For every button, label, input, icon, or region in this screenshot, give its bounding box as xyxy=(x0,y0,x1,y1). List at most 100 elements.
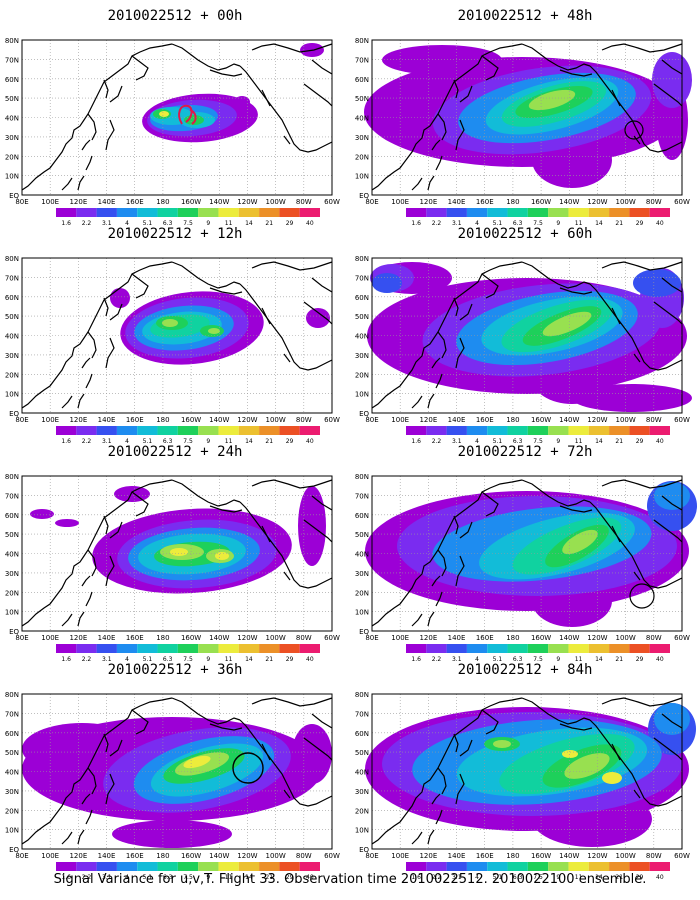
colorbar-swatch xyxy=(116,862,138,871)
graticule xyxy=(372,40,682,195)
colorbar-swatch xyxy=(218,644,239,653)
latitude-label: 20N xyxy=(355,807,369,815)
latitude-label: 60N xyxy=(355,294,369,302)
colorbar-swatch xyxy=(299,426,320,435)
colorbar-swatch xyxy=(406,644,427,653)
colorbar-swatch xyxy=(56,426,77,435)
colorbar-swatch xyxy=(609,862,630,871)
coastline-segment xyxy=(601,479,683,489)
coastline xyxy=(21,43,333,191)
colorbar-swatch xyxy=(238,644,260,653)
longitude-label: 140W xyxy=(209,852,229,860)
coastline-segment xyxy=(435,373,443,389)
colorbar-swatch xyxy=(507,208,528,217)
colorbar-swatch xyxy=(218,426,239,435)
colorbar-swatch xyxy=(507,862,528,871)
coastline-segment xyxy=(61,177,73,191)
colorbar-label: 2.2 xyxy=(82,656,92,663)
colorbar-swatch xyxy=(487,208,508,217)
colorbar-label: 9 xyxy=(206,220,210,227)
variance-contour xyxy=(162,319,178,327)
colorbar-swatch xyxy=(157,862,178,871)
coastline-segment xyxy=(209,287,243,295)
longitude-label: 120W xyxy=(237,198,257,206)
coastline-segment xyxy=(437,549,447,577)
longitude-label: 160W xyxy=(181,416,201,424)
colorbar: 1.6 2.2 3.1 4 5.1 6.3 7.5 9 11 14 21 29 40 xyxy=(406,862,670,881)
coastline-segment xyxy=(521,43,591,71)
variance-contour xyxy=(382,45,502,75)
coastline-segment xyxy=(453,297,459,317)
colorbar-label: 7.5 xyxy=(533,656,543,663)
latitude-label: EQ xyxy=(359,410,369,418)
colorbar-swatch xyxy=(157,426,178,435)
latitude-label: 10N xyxy=(5,391,19,399)
longitude-label: 160W xyxy=(181,852,201,860)
longitude-label: 120E xyxy=(419,634,437,642)
colorbar-swatch xyxy=(466,426,488,435)
colorbar-label: 14 xyxy=(595,656,603,663)
variance-contour xyxy=(114,486,150,502)
colorbar-swatch xyxy=(588,208,610,217)
latitude-label: 60N xyxy=(5,730,19,738)
colorbar-swatch xyxy=(568,644,589,653)
colorbar-label: 1.6 xyxy=(61,874,71,881)
latitude-label: 80N xyxy=(5,691,19,699)
longitude-label: 180 xyxy=(506,198,519,206)
graticule xyxy=(372,694,682,849)
coastline-segment xyxy=(411,831,423,845)
variance-contour xyxy=(292,724,332,784)
colorbar-swatch xyxy=(629,208,650,217)
colorbar-swatch xyxy=(279,644,300,653)
colorbar-label: 7.5 xyxy=(533,874,543,881)
coastline-segment xyxy=(435,809,443,825)
coastline-segment xyxy=(251,697,333,707)
latitude-label: EQ xyxy=(359,192,369,200)
longitude-label: 80W xyxy=(296,634,312,642)
colorbar-swatch xyxy=(177,644,199,653)
coastline-segment xyxy=(431,139,441,151)
latitude-label: 20N xyxy=(355,371,369,379)
latitude-label: 70N xyxy=(355,492,369,500)
colorbar-swatch xyxy=(406,426,427,435)
longitude-label: 140E xyxy=(98,198,116,206)
coastline-segment xyxy=(459,85,473,103)
coastline-segment xyxy=(61,395,73,409)
latitude-label: 70N xyxy=(5,56,19,64)
coastline-segment xyxy=(611,89,621,107)
colorbar-label: 6.3 xyxy=(513,438,523,445)
colorbar-swatch xyxy=(137,426,158,435)
latitude-label: 30N xyxy=(5,570,19,578)
variance-contour xyxy=(110,288,130,308)
latitude-label: 40N xyxy=(5,115,19,123)
coastline-segment xyxy=(311,59,333,75)
coastline-segment xyxy=(455,119,465,151)
variance-contour xyxy=(542,311,592,337)
colorbar-swatch xyxy=(259,644,280,653)
colorbar-label: 29 xyxy=(636,438,644,445)
coastline-segment xyxy=(103,733,109,753)
longitude-label: 80W xyxy=(296,416,312,424)
longitude-label: 160E xyxy=(476,634,494,642)
colorbar-swatch xyxy=(568,426,589,435)
panel-72h: 2010022512 + 72h EQ 10N 20N 30N 40N 50N 60N 70N… xyxy=(350,436,700,663)
colorbar-swatch xyxy=(527,862,549,871)
latitude-label: 30N xyxy=(355,788,369,796)
coastline-segment xyxy=(209,505,243,513)
variance-contour xyxy=(654,482,690,510)
colorbar-swatch xyxy=(56,862,77,871)
latitude-label: 50N xyxy=(5,749,19,757)
coastline-segment xyxy=(653,519,683,543)
colorbar-label: 3.1 xyxy=(102,874,112,881)
latitude-label: 50N xyxy=(5,313,19,321)
variance-contour xyxy=(493,740,511,748)
longitude-label: 80E xyxy=(365,198,378,206)
longitude-label: 120W xyxy=(587,852,607,860)
latitude-label: EQ xyxy=(359,846,369,854)
colorbar-swatch xyxy=(466,208,488,217)
coastline-segment xyxy=(209,69,243,77)
longitude-label: 100W xyxy=(265,198,285,206)
colorbar-label: 3.1 xyxy=(452,656,462,663)
longitude-label: 60W xyxy=(674,416,690,424)
variance-contour xyxy=(208,328,220,334)
